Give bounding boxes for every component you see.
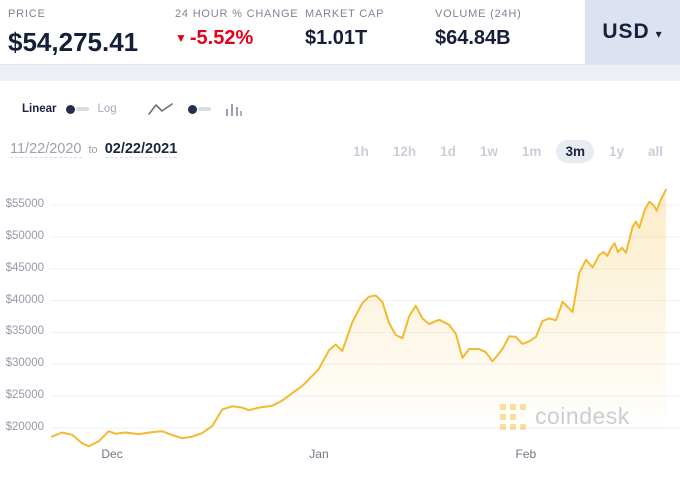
- toggle-track: [197, 107, 211, 111]
- period-3m[interactable]: 3m: [556, 140, 594, 163]
- period-12h[interactable]: 12h: [392, 144, 417, 159]
- scale-option-linear[interactable]: Linear: [22, 103, 57, 115]
- date-range-separator: to: [88, 144, 98, 156]
- linear-log-toggle[interactable]: [65, 104, 89, 114]
- y-axis-label: $40000: [5, 293, 44, 306]
- y-axis-label: $20000: [5, 421, 44, 433]
- x-axis-label-jan: Jan: [309, 447, 329, 461]
- stats-header: PRICE $54,275.41 24 HOUR % CHANGE ▼ -5.52…: [0, 0, 680, 64]
- volume-value: $64.84B: [435, 27, 511, 49]
- period-1m[interactable]: 1m: [521, 144, 542, 159]
- coindesk-logo-icon: [500, 403, 526, 430]
- price-line: [51, 188, 667, 448]
- period-all[interactable]: all: [647, 144, 663, 159]
- y-axis-label: $45000: [5, 261, 44, 274]
- market-cap-label: MARKET CAP: [305, 8, 385, 20]
- chart-type-toggle[interactable]: [187, 104, 211, 114]
- price-chart-canvas[interactable]: [0, 175, 680, 483]
- change-percent: -5.52%: [189, 27, 254, 49]
- y-axis-label: $25000: [5, 389, 44, 402]
- down-arrow-icon: ▼: [175, 31, 187, 45]
- y-axis-label: $30000: [5, 357, 44, 370]
- volume-label: VOLUME (24H): [435, 8, 522, 20]
- coindesk-watermark: coindesk: [500, 403, 630, 430]
- change-label: 24 HOUR % CHANGE: [175, 8, 299, 20]
- market-cap-value: $1.01T: [305, 27, 368, 49]
- period-1h[interactable]: 1h: [353, 144, 369, 159]
- coindesk-wordmark: coindesk: [535, 403, 630, 429]
- currency-code: USD: [602, 20, 650, 43]
- x-axis-label-feb: Feb: [515, 447, 537, 461]
- period-1w[interactable]: 1w: [479, 144, 498, 159]
- period-1y[interactable]: 1y: [608, 144, 624, 159]
- price-label: PRICE: [8, 8, 46, 20]
- price-value: $54,275.41: [8, 27, 139, 57]
- volume-stat: VOLUME (24H) $64.84B: [435, 8, 522, 50]
- price-stat: PRICE $54,275.41: [8, 8, 138, 58]
- x-axis-label-dec: Dec: [101, 447, 123, 461]
- end-date-input[interactable]: 02/22/2021: [104, 141, 178, 158]
- change-stat: 24 HOUR % CHANGE ▼ -5.52%: [175, 8, 298, 50]
- price-chart[interactable]: $20000 $25000 $30000 $35000 $40000 $45000 $500…: [0, 175, 680, 483]
- toggle-track: [75, 107, 89, 111]
- currency-selector[interactable]: USD ▾: [585, 0, 680, 64]
- period-selector: 1h 12h 1d 1w 1m 3m 1y all: [344, 140, 672, 163]
- date-range: 11/22/2020 to 02/22/2021: [10, 141, 178, 158]
- market-cap-stat: MARKET CAP $1.01T: [305, 8, 384, 50]
- y-axis-label: $50000: [5, 229, 44, 242]
- price-area-fill: [52, 189, 666, 447]
- y-axis-label: $55000: [5, 198, 44, 210]
- bar-chart-icon[interactable]: [225, 102, 243, 117]
- period-1d[interactable]: 1d: [440, 144, 456, 159]
- scale-option-log[interactable]: Log: [97, 103, 117, 115]
- chart-toolbar: Linear Log: [22, 100, 248, 118]
- y-axis-label: $35000: [5, 325, 44, 338]
- chevron-down-icon: ▾: [655, 26, 663, 41]
- header-divider-band: [0, 64, 680, 81]
- toggle-knob: [65, 104, 75, 114]
- change-value: ▼ -5.52%: [175, 27, 298, 50]
- line-chart-icon[interactable]: [147, 102, 174, 116]
- toggle-knob: [187, 104, 197, 114]
- start-date-input[interactable]: 11/22/2020: [10, 141, 82, 158]
